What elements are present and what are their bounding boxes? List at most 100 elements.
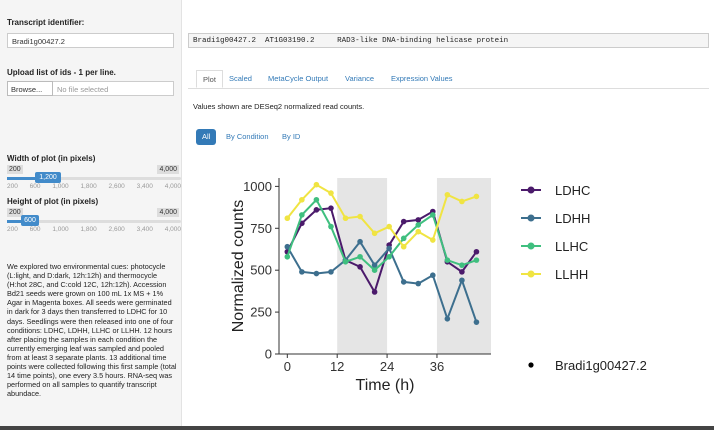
tick-label: 3,400 [136,226,153,233]
data-point-llhc [357,253,363,260]
tab-metacycle-output[interactable]: MetaCycle Output [268,74,329,83]
width-slider-ticks: 200 600 1,000 1,800 2,600 3,400 4,000 [7,183,181,190]
height-slider-fill [7,220,29,223]
data-point-llhh [371,230,378,237]
transcript-input[interactable]: Bradi1g00427.2 [7,33,174,48]
tick-label: 4,000 [164,183,181,190]
data-point-ldhh [444,316,451,322]
y-tick-label: 500 [250,263,272,278]
data-point-llhh [444,191,451,198]
main-panel: Bradi1g00427.2 AT1G03190.2 RAD3-like DNA… [181,0,714,426]
data-point-llhc [299,212,305,218]
legend-dot-llhh [527,270,535,278]
data-point-llhc [473,257,480,263]
tab-variance[interactable]: Variance [345,74,375,83]
data-point-ldhc [473,248,480,255]
y-tick-label: 250 [250,305,272,320]
data-point-ldhh [299,269,305,275]
height-slider-min: 200 [7,208,23,217]
y-axis-title: Normalized counts [230,200,247,333]
tab-expression-values[interactable]: Expression Values [391,74,453,83]
y-tick-label: 750 [250,221,272,236]
data-point-ldhh [430,272,436,279]
header-description: RAD3-like DNA-binding helicase protein [337,37,509,45]
height-slider[interactable]: 200 4,000 600 200 600 1,000 1,800 2,600 … [7,208,181,236]
data-point-ldhc [371,289,378,295]
data-point-llhc [328,223,334,230]
legend-label-ldhc: LDHC [555,183,590,198]
data-point-ldhc [328,205,334,211]
data-point-llhc [459,262,465,268]
data-point-ldhh [473,319,480,325]
data-point-llhh [357,213,363,220]
series-line-llhc [286,198,477,272]
data-point-llhh [299,196,305,203]
y-tick-label: 1000 [243,179,272,194]
upload-label: Upload list of ids - 1 per line. [7,68,116,77]
legend-label-llhc: LLHC [555,239,588,254]
legend-label-llhh: LLHH [555,267,588,282]
width-slider-fill [7,177,43,180]
x-tick-label: 36 [430,359,444,374]
height-slider-handle[interactable]: 600 [21,215,39,226]
width-slider-min: 200 [7,165,23,174]
pill-by-id[interactable]: By ID [282,132,301,141]
data-point-llhh [415,228,422,235]
x-tick-label: 24 [380,359,394,374]
x-tick-label: 0 [284,359,291,374]
data-point-llhc [284,253,291,260]
header-transcript: Bradi1g00427.2 [193,37,257,45]
height-slider-ticks: 200 600 1,000 1,800 2,600 3,400 4,000 [7,226,181,233]
tick-label: 1,000 [52,183,69,190]
header-locus: AT1G03190.2 [265,37,315,45]
data-point-ldhc [415,217,422,223]
data-point-llhc [386,253,392,260]
data-point-llhh [430,237,436,243]
data-point-llhc [371,267,378,273]
sidebar: Transcript identifier: Bradi1g00427.2 Up… [0,0,182,426]
data-point-ldhh [386,245,392,252]
data-point-ldhc [400,218,407,225]
width-slider[interactable]: 200 4,000 1,200 200 600 1,000 1,800 2,60… [7,165,181,193]
data-point-llhc [342,259,349,265]
pill-all[interactable]: All [196,129,217,145]
data-point-llhc [400,235,407,242]
data-point-ldhh [357,238,363,245]
data-point-ldhc [459,269,465,275]
data-point-llhc [313,196,320,203]
tab-scaled[interactable]: Scaled [229,74,252,83]
tab-bar: Plot Scaled MetaCycle Output Variance Ex… [188,70,709,89]
tick-label: 2,600 [108,226,125,233]
transcript-header: Bradi1g00427.2 AT1G03190.2 RAD3-like DNA… [188,33,709,48]
data-point-ldhh [415,280,422,287]
tick-label: 600 [29,183,41,190]
data-point-ldhh [313,270,320,277]
bottom-border [0,426,714,430]
expression-chart: 0 250 500 750 1000 0 12 24 36 Time (h) Normalized … [230,178,647,394]
data-point-llhh [328,190,334,196]
data-point-llhh [342,215,349,222]
data-point-llhc [415,222,422,228]
data-point-ldhc [357,264,363,270]
transcript-label: Transcript identifier: [7,18,85,27]
tick-label: 200 [7,183,18,190]
tab-plot[interactable]: Plot [196,70,223,88]
width-slider-track[interactable] [7,177,181,180]
legend-dot-llhc [527,242,535,250]
tick-label: 1,800 [80,183,97,190]
width-slider-handle[interactable]: 1,200 [35,172,61,183]
data-point-llhh [313,181,320,188]
browse-button[interactable]: Browse... [7,81,53,96]
height-slider-max: 4,000 [157,208,179,217]
data-point-llhh [473,193,480,200]
pill-by-condition[interactable]: By Condition [226,132,269,141]
legend-dot-ldhc [527,186,535,194]
tick-label: 3,400 [136,183,153,190]
legend-label-ldhh: LDHH [555,211,590,226]
height-slider-track[interactable] [7,220,181,223]
data-point-llhh [284,215,291,222]
height-label: Height of plot (in pixels) [7,197,99,206]
tick-label: 1,800 [80,226,97,233]
experiment-description: We explored two environmental cues: phot… [7,262,177,399]
x-axis-title: Time (h) [356,377,415,394]
